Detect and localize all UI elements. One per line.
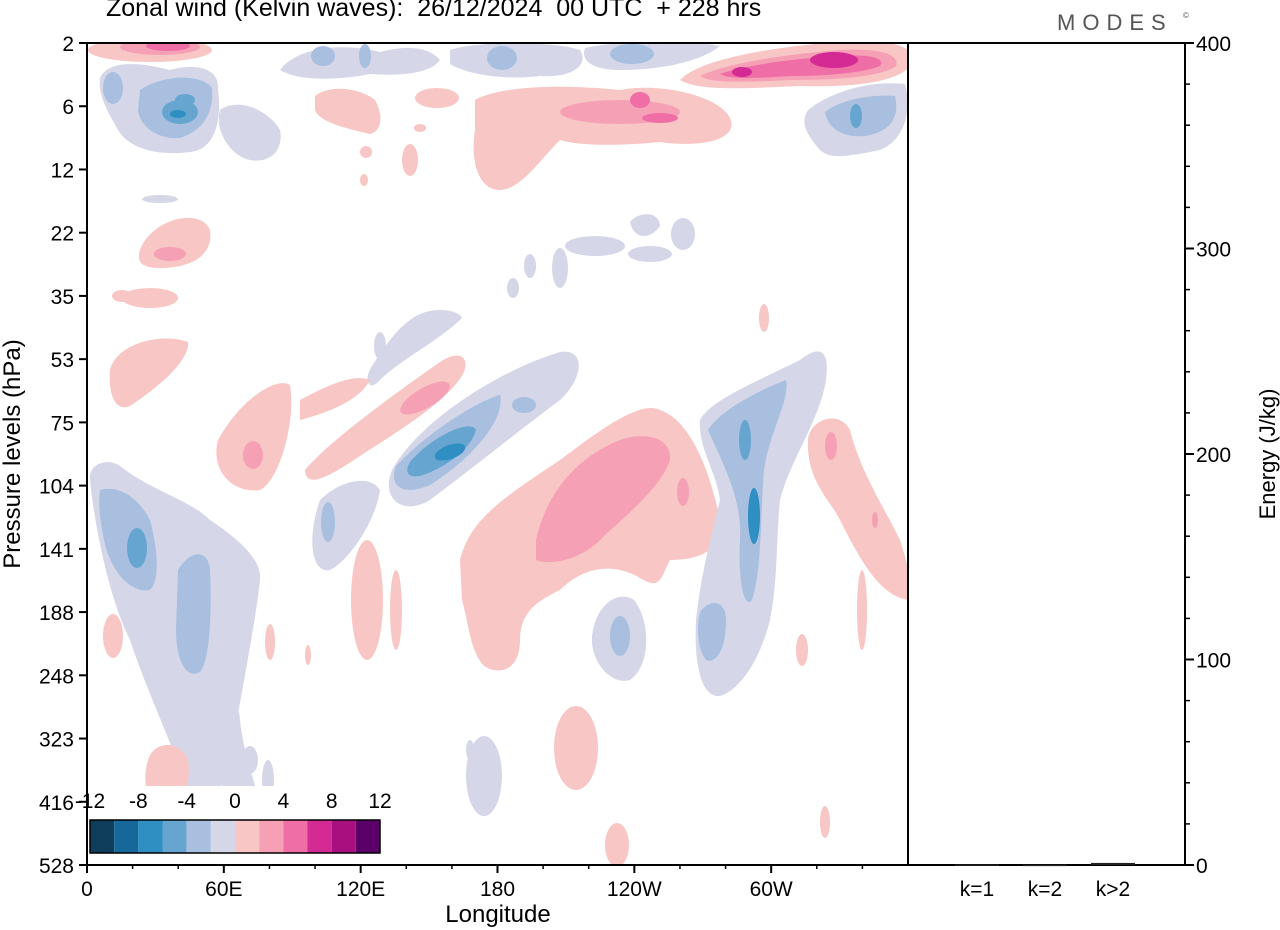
pressure-tick-label: 75: [51, 412, 74, 435]
energy-bars: k=1 k=2 k>2: [955, 862, 1135, 901]
pressure-tick-label: 141: [39, 539, 74, 562]
pressure-tick-label: 2: [62, 33, 74, 56]
pressure-axis: 2 6 12 22 35 53 75 104 141 188 248 323 416 528: [39, 33, 87, 878]
longitude-tick-label: 0: [81, 878, 93, 901]
colorbar-border: [89, 819, 381, 854]
colorbar-label: -12: [75, 790, 105, 813]
colorbar-label: -4: [177, 790, 196, 813]
energy-tick-label: 100: [1196, 650, 1231, 673]
contour-top-right-positive: [680, 43, 908, 89]
brand-logo: MODES: [1057, 10, 1173, 35]
colorbar-label: 4: [277, 790, 289, 813]
colorbar-cell: [162, 820, 187, 853]
contour-104hpa-negative-diagonal: [312, 351, 579, 571]
longitude-tick-label: 120W: [607, 878, 662, 901]
energy-bar: [1091, 862, 1135, 865]
energy-axis: 0 100 200 300 400: [1185, 33, 1231, 878]
energy-tick-label: 200: [1196, 444, 1231, 467]
colorbar-cell: [331, 820, 356, 853]
contour-22hpa-negative: [507, 214, 769, 332]
energy-category-label: k=2: [1028, 878, 1062, 901]
colorbar-cell: [138, 820, 163, 853]
contour-central-positive: [460, 408, 721, 671]
contour-right-negative-column: [695, 351, 827, 697]
colorbar-cell: [307, 820, 332, 853]
contour-field: [88, 43, 908, 865]
contour-53hpa-negative-diagonal: [367, 309, 462, 386]
pressure-tick-label: 6: [62, 96, 74, 119]
energy-tick-label: 400: [1196, 33, 1231, 56]
contour-top-far-right-negative: [804, 83, 908, 157]
colorbar-label: 0: [229, 790, 241, 813]
pressure-tick-label: 12: [51, 159, 74, 182]
longitude-tick-label: 180: [480, 878, 515, 901]
contour-top-center-positive: [315, 86, 732, 190]
energy-category-label: k>2: [1096, 878, 1130, 901]
colorbar-cell: [259, 820, 284, 853]
longitude-tick-label: 60E: [205, 878, 242, 901]
contour-top-left-negative: [99, 64, 220, 154]
pressure-tick-label: 528: [39, 855, 74, 878]
colorbar-cell: [186, 820, 211, 853]
energy-axis-title: Energy (J/kg): [1255, 389, 1280, 520]
pressure-tick-label: 104: [39, 476, 74, 499]
colorbar: -12 -8 -4 0 4 8 12: [75, 786, 392, 862]
colorbar-label: 12: [368, 790, 391, 813]
contour-top-mid-negative: [218, 43, 720, 161]
contour-75hpa-positive-diagonal: [216, 355, 466, 491]
x-axis-title: Longitude: [445, 901, 550, 928]
colorbar-cell: [90, 820, 115, 853]
pressure-tick-label: 188: [39, 602, 74, 625]
colorbar-cell: [355, 820, 380, 853]
longitude-tick-label: 60W: [750, 878, 793, 901]
longitude-axis: 0 60E 120E 180 120W 60W: [81, 865, 864, 901]
contour-bottom-blobs: [466, 706, 629, 865]
colorbar-cell: [283, 820, 308, 853]
colorbar-cell: [210, 820, 235, 853]
contour-22hpa-positive: [109, 195, 211, 408]
energy-category-label: k=1: [960, 878, 994, 901]
pressure-tick-label: 248: [39, 665, 74, 688]
contour-left-lower-negative: [89, 462, 274, 811]
contour-lower-center-negative: [591, 596, 647, 681]
longitude-tick-label: 120E: [336, 878, 385, 901]
pressure-tick-label: 22: [51, 223, 74, 246]
chart-title: Zonal wind (Kelvin waves): 26/12/2024 00…: [106, 0, 762, 22]
colorbar-cell: [235, 820, 260, 853]
energy-tick-label: 0: [1196, 855, 1208, 878]
contour-right-positive: [796, 418, 908, 838]
pressure-tick-label: 323: [39, 729, 74, 752]
brand-copyright-mark: ©: [1183, 11, 1189, 20]
pressure-tick-label: 35: [51, 286, 74, 309]
colorbar-cell: [114, 820, 139, 853]
y-axis-title: Pressure levels (hPa): [0, 339, 26, 568]
colorbar-label: -8: [129, 790, 148, 813]
energy-tick-label: 300: [1196, 239, 1231, 262]
energy-panel-frame: [907, 42, 1186, 866]
pressure-tick-label: 416: [39, 792, 74, 815]
colorbar-label: 8: [326, 790, 338, 813]
energy-bar: [1023, 864, 1067, 867]
pressure-tick-label: 53: [51, 349, 74, 372]
energy-bar: [955, 864, 999, 866]
contour-top-left-positive: [88, 43, 212, 62]
